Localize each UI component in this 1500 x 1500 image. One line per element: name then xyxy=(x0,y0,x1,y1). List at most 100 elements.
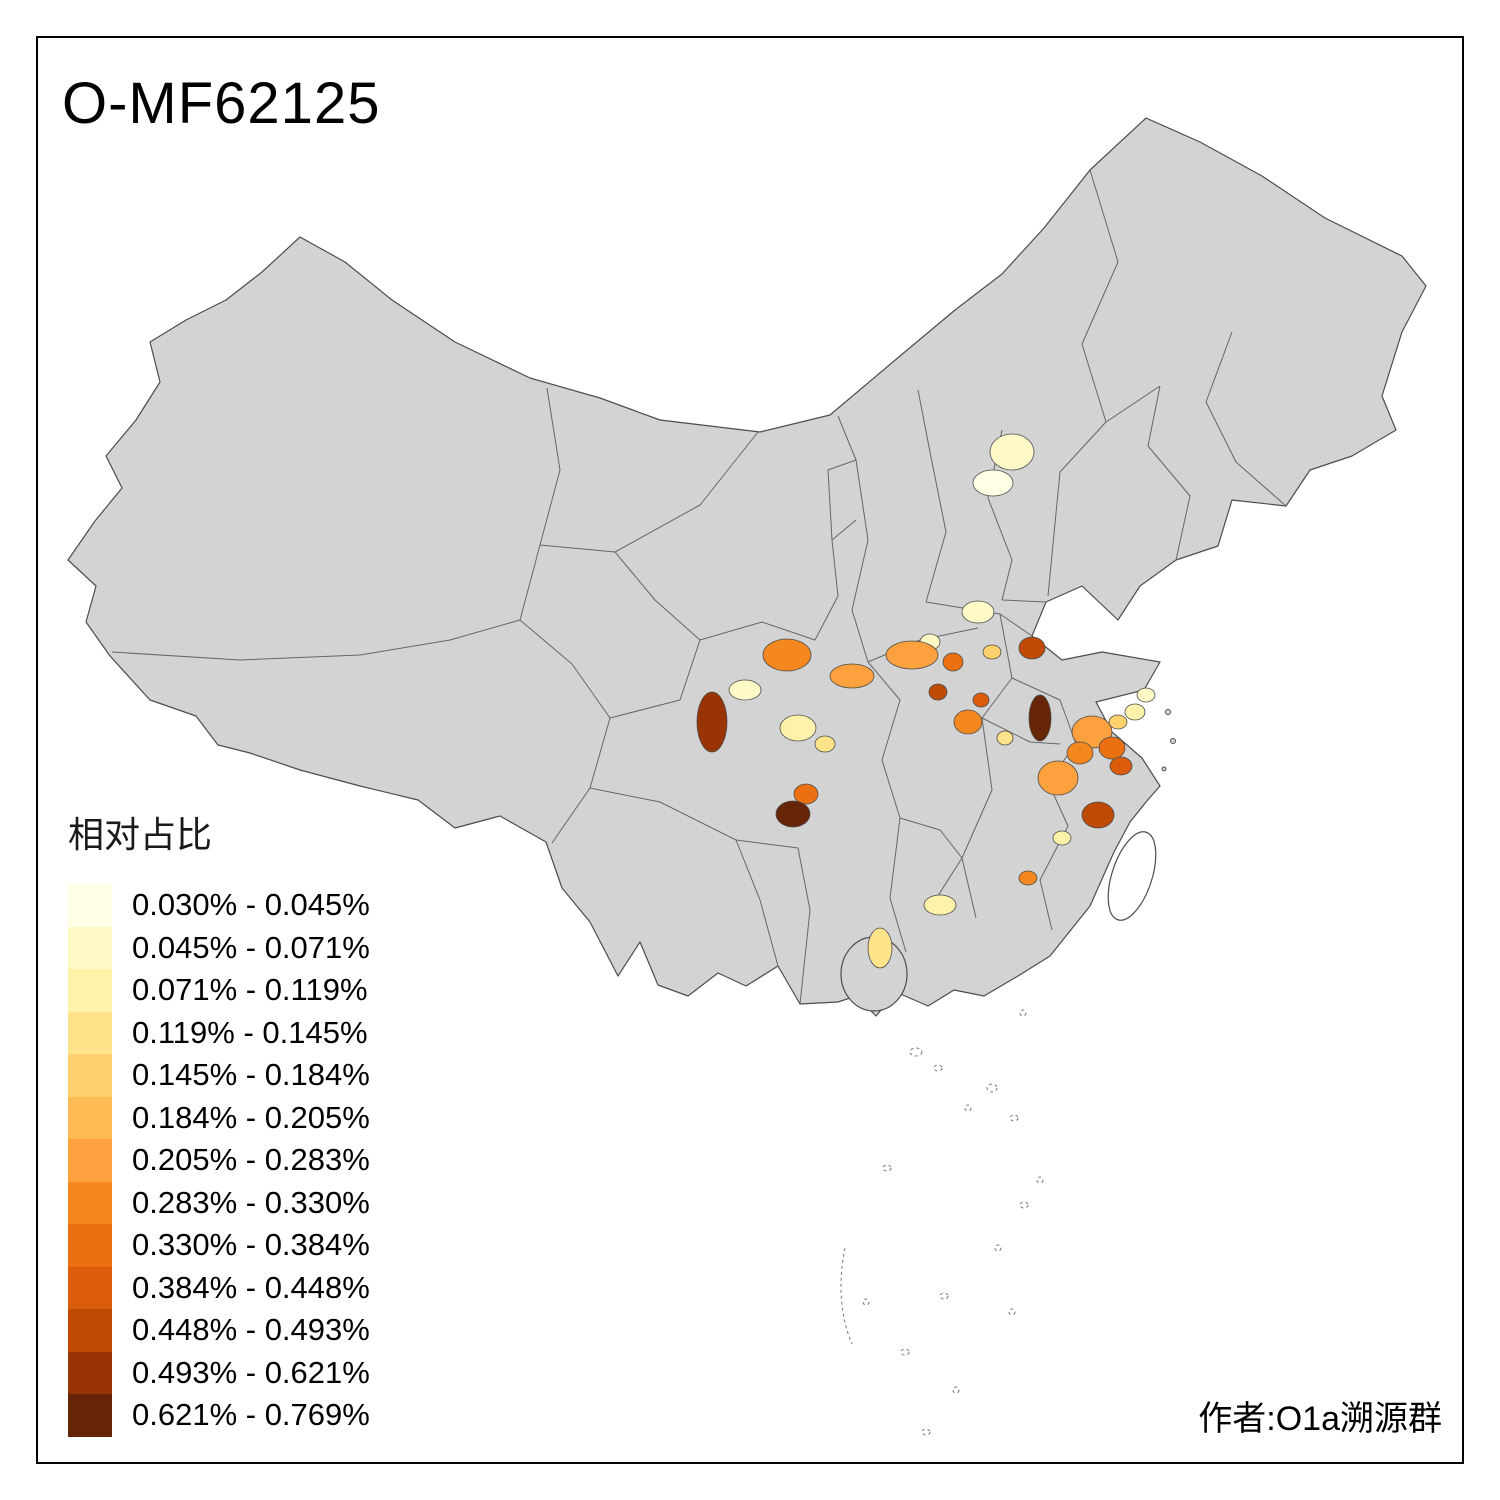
colored-region-18 xyxy=(996,730,1014,746)
colored-region-15 xyxy=(928,683,948,701)
island-mark xyxy=(986,1083,998,1093)
legend-class-9: 0.330% - 0.384% xyxy=(68,1224,370,1267)
legend-swatch xyxy=(68,1394,112,1437)
colored-region-3 xyxy=(961,600,995,624)
island-mark xyxy=(1036,1176,1044,1184)
legend-class-2: 0.045% - 0.071% xyxy=(68,926,370,969)
island-mark xyxy=(952,1386,960,1394)
taiwan-island xyxy=(1107,831,1157,921)
attribution-text: 作者:O1a溯源群 xyxy=(1198,1400,1442,1438)
colored-region-5 xyxy=(1018,636,1046,660)
island-mark xyxy=(909,1047,923,1057)
colored-region-25 xyxy=(1066,741,1094,765)
legend-swatch xyxy=(68,969,112,1012)
legend-label: 0.384% - 0.448% xyxy=(132,1269,370,1305)
island-mark xyxy=(882,1164,892,1172)
legend-swatch xyxy=(68,1181,112,1224)
coastal-islets xyxy=(1161,709,1176,772)
colored-region-30 xyxy=(1018,870,1038,886)
legend-class-12: 0.493% - 0.621% xyxy=(68,1351,370,1394)
island-mark xyxy=(1019,1009,1027,1017)
colored-region-32 xyxy=(867,927,893,969)
legend-label: 0.030% - 0.045% xyxy=(132,887,370,923)
island-mark xyxy=(862,1298,870,1306)
island-mark xyxy=(1008,1308,1016,1316)
colored-regions-layer xyxy=(696,433,1156,969)
legend-label: 0.119% - 0.145% xyxy=(132,1014,368,1050)
colored-region-34 xyxy=(775,800,811,828)
colored-region-6 xyxy=(885,640,939,670)
legend-class-8: 0.283% - 0.330% xyxy=(68,1181,370,1224)
colored-region-12 xyxy=(696,691,728,753)
islet xyxy=(1170,738,1176,744)
legend-class-6: 0.184% - 0.205% xyxy=(68,1096,370,1139)
island-mark xyxy=(921,1428,931,1436)
legend-swatch xyxy=(68,1224,112,1267)
south-china-sea-islands xyxy=(840,1009,1044,1436)
legend-class-4: 0.119% - 0.145% xyxy=(68,1011,370,1054)
colored-region-20 xyxy=(1136,687,1156,703)
colored-region-10 xyxy=(762,638,812,672)
colored-region-13 xyxy=(779,714,817,742)
legend-label: 0.330% - 0.384% xyxy=(132,1227,370,1263)
colored-region-7 xyxy=(942,652,964,672)
legend-class-7: 0.205% - 0.283% xyxy=(68,1139,370,1182)
island-mark xyxy=(1019,1201,1029,1209)
legend-swatch xyxy=(68,926,112,969)
colored-region-31 xyxy=(923,894,957,916)
colored-region-2 xyxy=(972,469,1014,497)
legend-label: 0.205% - 0.283% xyxy=(132,1142,370,1178)
legend-swatch xyxy=(68,884,112,927)
legend-class-13: 0.621% - 0.769% xyxy=(68,1394,370,1437)
colored-region-29 xyxy=(1052,830,1072,846)
island-mark xyxy=(994,1244,1002,1252)
colored-region-28 xyxy=(1081,801,1115,829)
legend-swatch xyxy=(68,1096,112,1139)
legend-label: 0.493% - 0.621% xyxy=(132,1354,370,1390)
island-mark xyxy=(939,1292,949,1300)
colored-region-33 xyxy=(793,783,819,805)
legend-label: 0.145% - 0.184% xyxy=(132,1057,370,1093)
colored-region-26 xyxy=(1109,756,1133,776)
legend-swatch xyxy=(68,1011,112,1054)
legend-swatch xyxy=(68,1054,112,1097)
colored-region-27 xyxy=(1037,760,1079,796)
colored-region-17 xyxy=(953,709,983,735)
legend-label: 0.448% - 0.493% xyxy=(132,1312,370,1348)
legend-swatch xyxy=(68,1139,112,1182)
legend-label: 0.045% - 0.071% xyxy=(132,929,370,965)
islet xyxy=(1165,709,1171,715)
legend-class-10: 0.384% - 0.448% xyxy=(68,1266,370,1309)
legend-rows: 0.030% - 0.045% 0.045% - 0.071% 0.071% - 0… xyxy=(68,884,370,1437)
legend-class-1: 0.030% - 0.045% xyxy=(68,884,370,927)
legend-class-5: 0.145% - 0.184% xyxy=(68,1054,370,1097)
colored-region-16 xyxy=(972,692,990,708)
colored-region-19 xyxy=(1028,694,1052,742)
legend-label: 0.621% - 0.769% xyxy=(132,1397,370,1433)
island-mark xyxy=(1009,1114,1019,1122)
legend-label: 0.283% - 0.330% xyxy=(132,1184,370,1220)
legend-title: 相对占比 xyxy=(68,814,213,855)
colored-region-24 xyxy=(1098,736,1126,760)
colored-region-9 xyxy=(829,663,875,689)
island-mark xyxy=(933,1064,943,1072)
colored-region-21 xyxy=(1124,703,1146,721)
mainland-shape xyxy=(67,117,1427,1017)
island-arc xyxy=(840,1247,853,1345)
legend-label: 0.071% - 0.119% xyxy=(132,972,368,1008)
legend-label: 0.184% - 0.205% xyxy=(132,1099,370,1135)
plot-frame xyxy=(36,36,1464,1464)
legend-class-3: 0.071% - 0.119% xyxy=(68,969,370,1012)
colored-region-22 xyxy=(1108,714,1128,730)
colored-region-1 xyxy=(989,433,1035,471)
legend-swatch xyxy=(68,1351,112,1394)
islet xyxy=(1161,766,1167,772)
province-borders xyxy=(111,169,1287,1005)
island-mark xyxy=(900,1348,910,1356)
legend: 相对占比 0.030% - 0.045% 0.045% - 0.071% 0.071… xyxy=(68,806,370,1437)
island-mark xyxy=(964,1104,972,1112)
plot-title: O-MF62125 xyxy=(62,71,381,136)
legend-class-11: 0.448% - 0.493% xyxy=(68,1309,370,1352)
